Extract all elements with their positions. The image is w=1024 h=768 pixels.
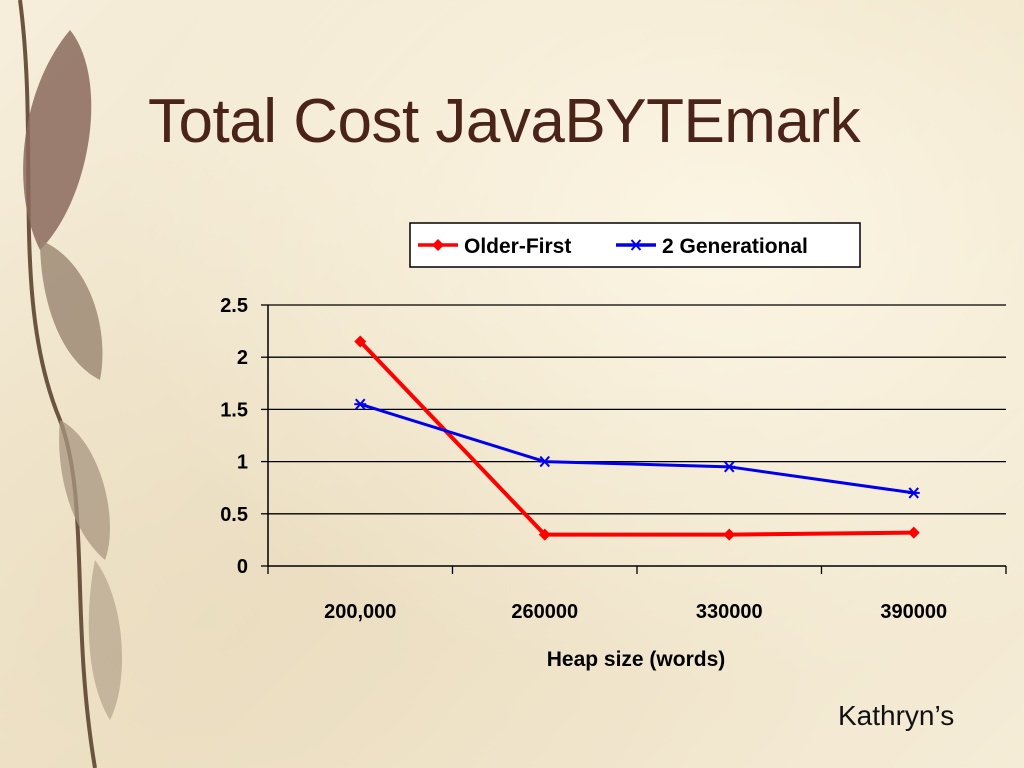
slide-title: Total Cost JavaBYTEmark: [148, 87, 861, 156]
y-tick-label: 2.5: [220, 295, 248, 317]
legend-label: Older-First: [464, 235, 571, 258]
credit-text: Kathryn’s: [838, 700, 955, 731]
data-point-diamond: [723, 528, 736, 541]
data-point-star: [630, 239, 642, 251]
series-line-two-generational: [359, 402, 914, 495]
y-tick-label: 1.5: [220, 399, 248, 421]
series-line-older-first: [358, 340, 914, 537]
data-point-diamond: [432, 239, 444, 251]
x-category-label: 200,000: [324, 601, 396, 623]
legend-label: 2 Generational: [662, 235, 808, 258]
y-tick-label: 0: [237, 556, 248, 578]
data-point-diamond: [538, 528, 551, 541]
x-category-label: 260000: [511, 601, 578, 623]
x-category-label: 330000: [696, 601, 763, 623]
data-point-star: [907, 487, 920, 499]
data-point-diamond: [354, 335, 367, 348]
y-tick-label: 0.5: [220, 504, 248, 526]
y-tick-label: 2: [237, 347, 248, 369]
chart-legend: Older-First 2 Generational: [409, 222, 861, 268]
leaf-branch-decoration: [18, 0, 122, 768]
x-axis-title: Heap size (words): [547, 648, 726, 671]
x-category-label: 390000: [880, 601, 947, 623]
y-tick-label: 1: [237, 452, 248, 474]
data-point-star: [723, 461, 736, 473]
data-point-star: [354, 398, 367, 410]
data-point-diamond: [907, 526, 920, 539]
data-point-star: [538, 455, 551, 468]
